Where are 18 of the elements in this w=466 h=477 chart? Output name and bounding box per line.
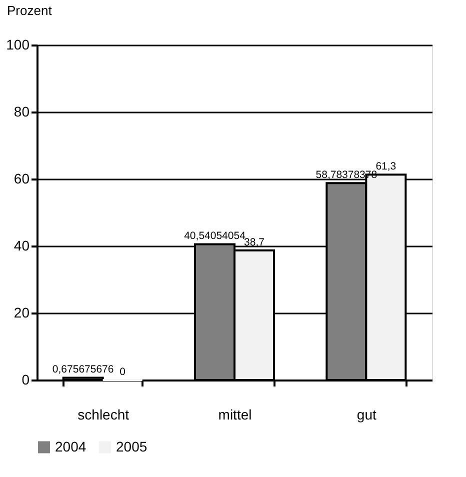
x-tick-label: gut bbox=[356, 406, 377, 422]
y-tick-label: 0 bbox=[22, 372, 30, 388]
y-tick-label: 100 bbox=[6, 36, 30, 52]
legend-label: 2005 bbox=[116, 438, 148, 454]
data-label: 0,675675676 bbox=[52, 364, 114, 376]
data-label: 40,54054054 bbox=[184, 230, 246, 242]
y-tick-label: 40 bbox=[14, 238, 30, 254]
y-tick-label: 20 bbox=[14, 304, 30, 320]
y-tick-label: 80 bbox=[14, 104, 30, 120]
legend-label: 2004 bbox=[55, 438, 86, 454]
y-tick-label: 60 bbox=[14, 170, 30, 186]
data-label: 61,3 bbox=[376, 160, 396, 173]
x-tick-label: mittel bbox=[218, 406, 252, 422]
data-label: 38,7 bbox=[244, 236, 265, 248]
x-tick-label: schlecht bbox=[78, 406, 130, 422]
data-label: 58,78378378 bbox=[316, 169, 378, 182]
data-label: 0 bbox=[120, 366, 126, 378]
y-axis-title: Prozent bbox=[7, 3, 52, 18]
